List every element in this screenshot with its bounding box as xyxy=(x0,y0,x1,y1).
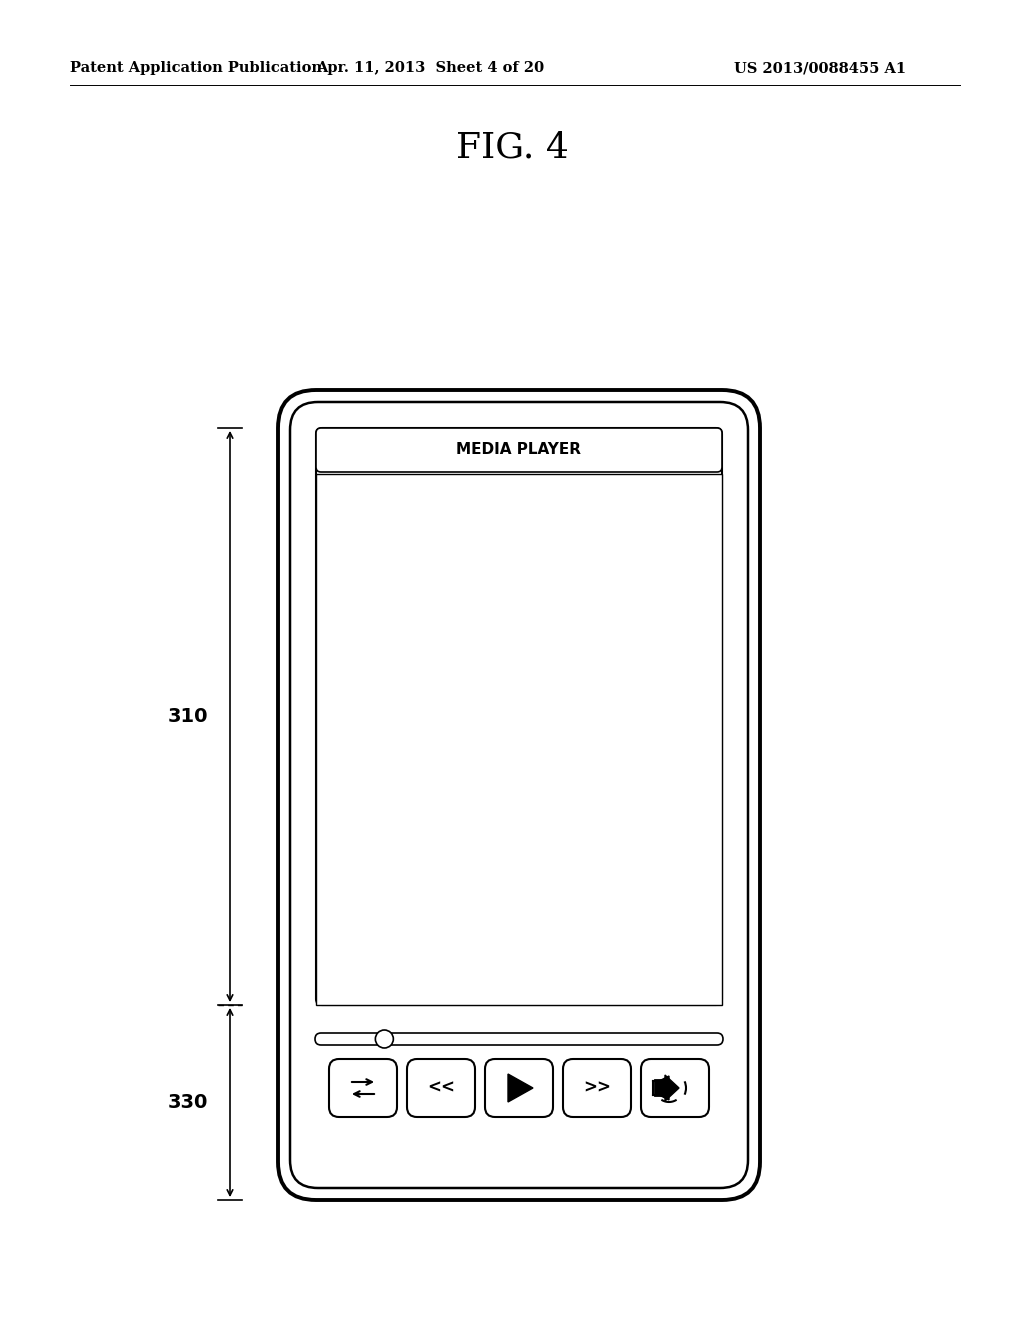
FancyBboxPatch shape xyxy=(407,1059,475,1117)
FancyBboxPatch shape xyxy=(485,1059,553,1117)
Text: 310: 310 xyxy=(168,708,208,726)
Bar xyxy=(316,474,722,1005)
Text: Apr. 11, 2013  Sheet 4 of 20: Apr. 11, 2013 Sheet 4 of 20 xyxy=(316,61,544,75)
Text: MEDIA PLAYER: MEDIA PLAYER xyxy=(457,442,582,458)
FancyBboxPatch shape xyxy=(290,403,748,1188)
Text: Patent Application Publication: Patent Application Publication xyxy=(70,61,322,75)
Bar xyxy=(655,1080,665,1096)
Text: 330: 330 xyxy=(168,1093,208,1111)
Text: US 2013/0088455 A1: US 2013/0088455 A1 xyxy=(734,61,906,75)
Text: FIG. 4: FIG. 4 xyxy=(456,131,568,165)
Text: <<: << xyxy=(427,1078,455,1097)
FancyBboxPatch shape xyxy=(315,1034,723,1045)
Polygon shape xyxy=(508,1074,534,1102)
FancyBboxPatch shape xyxy=(278,389,760,1200)
Polygon shape xyxy=(665,1074,679,1101)
Polygon shape xyxy=(659,1076,669,1100)
Circle shape xyxy=(376,1030,393,1048)
FancyBboxPatch shape xyxy=(316,428,722,1005)
Text: >>: >> xyxy=(583,1078,611,1097)
FancyBboxPatch shape xyxy=(641,1059,709,1117)
FancyBboxPatch shape xyxy=(329,1059,397,1117)
FancyBboxPatch shape xyxy=(316,428,722,473)
FancyBboxPatch shape xyxy=(563,1059,631,1117)
